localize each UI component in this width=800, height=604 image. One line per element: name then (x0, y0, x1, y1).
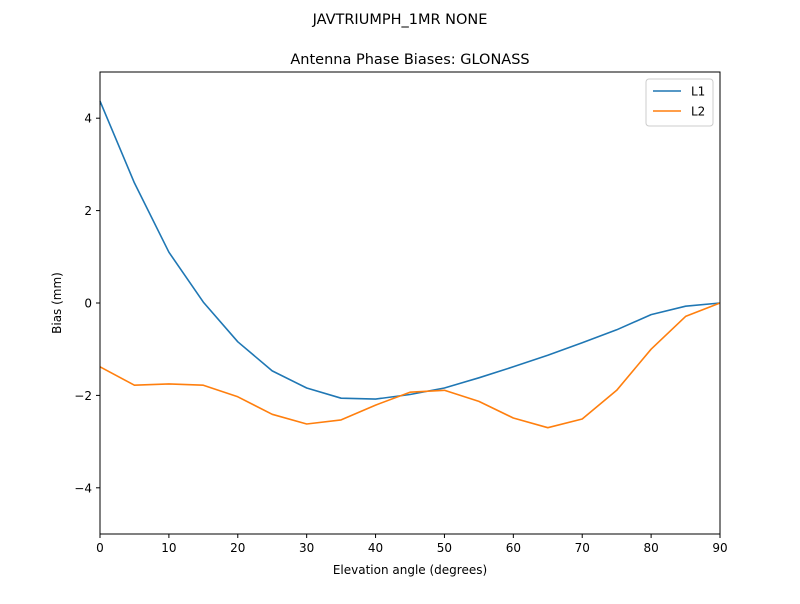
y-tick-label: 4 (84, 112, 92, 126)
y-tick-label: −4 (74, 481, 92, 495)
y-tick-label: 0 (84, 297, 92, 311)
x-tick-label: 10 (161, 541, 176, 555)
x-tick-label: 50 (437, 541, 452, 555)
x-axis-ticks: 0 10 20 30 40 50 60 70 80 90 (96, 534, 728, 555)
plot-area (99, 100, 721, 429)
y-tick-label: −2 (74, 389, 92, 403)
legend-label-l1: L1 (691, 85, 705, 99)
x-tick-label: 20 (230, 541, 245, 555)
figure-suptitle: JAVTRIUMPH_1MR NONE (312, 12, 488, 28)
axes-frame (99, 71, 721, 535)
series-line-l1 (99, 100, 721, 400)
x-axis-label: Elevation angle (degrees) (333, 563, 487, 577)
x-tick-label: 0 (96, 541, 104, 555)
x-tick-label: 60 (506, 541, 521, 555)
y-axis-label: Bias (mm) (50, 272, 64, 334)
x-tick-label: 70 (575, 541, 590, 555)
legend-label-l2: L2 (691, 105, 705, 119)
x-tick-label: 90 (712, 541, 727, 555)
y-axis-ticks: −4 −2 0 2 4 (74, 112, 100, 495)
series-line-l2 (99, 302, 721, 429)
chart-title: Antenna Phase Biases: GLONASS (290, 52, 529, 68)
x-tick-label: 80 (643, 541, 658, 555)
x-tick-label: 40 (368, 541, 383, 555)
y-tick-label: 2 (84, 204, 92, 218)
x-tick-label: 30 (299, 541, 314, 555)
